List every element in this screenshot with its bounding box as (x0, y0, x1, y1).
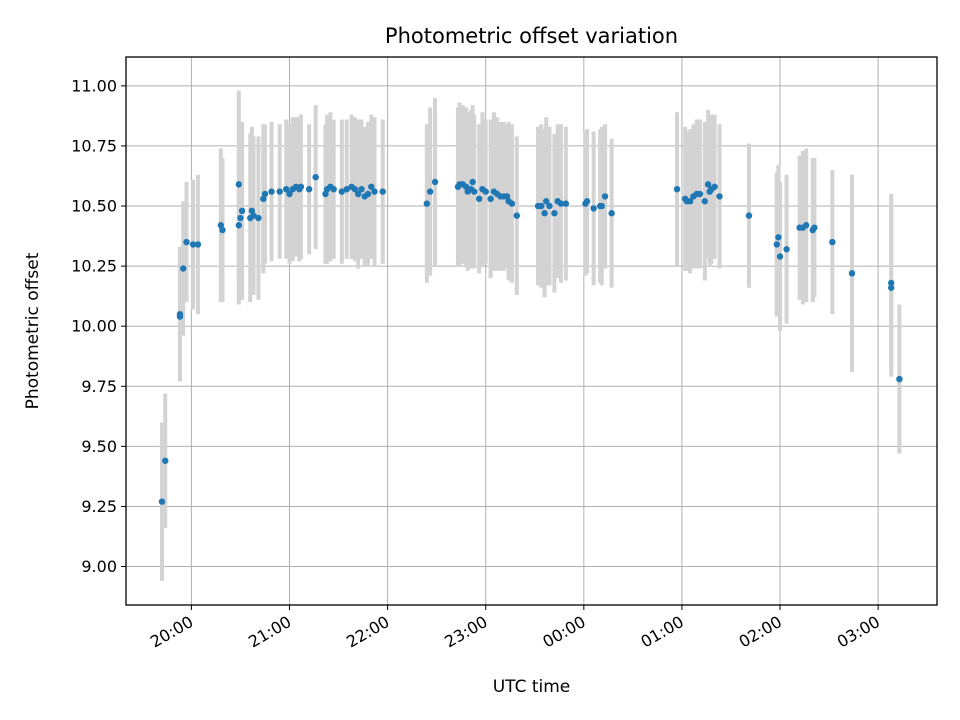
data-point (235, 181, 243, 188)
y-tick-label: 9.50 (81, 437, 117, 456)
data-point (716, 193, 723, 200)
y-tick-label: 10.00 (71, 317, 117, 336)
data-point (312, 173, 319, 181)
data-point (848, 270, 856, 277)
data-point (351, 185, 359, 193)
y-tick-label: 9.75 (81, 377, 117, 396)
data-point (268, 188, 275, 195)
data-point (423, 200, 431, 207)
data-point (235, 222, 243, 229)
grid (126, 57, 937, 605)
data-point (704, 181, 712, 188)
data-point (508, 200, 516, 207)
data-point (541, 210, 548, 217)
data-point (338, 188, 346, 195)
plot-frame (125, 56, 938, 606)
data-point (608, 210, 615, 217)
y-tick-label: 10.50 (71, 197, 117, 216)
data-point (261, 190, 269, 198)
data-point (217, 222, 225, 229)
data-point (888, 279, 895, 287)
y-tick-label: 9.00 (81, 557, 117, 576)
y-axis-ticks: 9.00 9.25 9.50 9.75 10.00 10.25 10.50 10.75 11.0… (71, 76, 126, 576)
data-point (475, 195, 483, 203)
data-point (562, 200, 570, 207)
data-point (283, 185, 290, 193)
data-point (696, 190, 704, 198)
data-point (194, 241, 202, 248)
data-point (551, 210, 558, 217)
data-point (431, 178, 439, 186)
data-point (482, 188, 489, 195)
data-point (601, 193, 609, 200)
data-point (426, 188, 434, 195)
data-point (276, 188, 283, 195)
data-point (583, 198, 591, 205)
data-point (745, 212, 753, 219)
y-tick-label: 10.25 (71, 257, 117, 276)
data-point (322, 190, 329, 198)
data-point (503, 193, 511, 200)
data-point (255, 214, 262, 222)
data-point (471, 188, 478, 195)
data-point (538, 202, 545, 210)
data-point (487, 195, 494, 203)
data-point (330, 185, 337, 193)
data-point (543, 198, 550, 205)
data-points (158, 173, 903, 505)
data-point (811, 224, 818, 231)
y-tick-label: 10.75 (71, 136, 117, 155)
data-point (358, 185, 365, 193)
data-point (343, 185, 350, 193)
data-point (260, 195, 267, 203)
data-point (513, 212, 520, 219)
data-point (829, 238, 836, 246)
x-axis-label: UTC time (493, 677, 571, 697)
data-point (557, 200, 565, 207)
data-point (462, 183, 470, 190)
data-point (238, 207, 246, 215)
data-point (162, 457, 169, 464)
data-point (686, 198, 694, 205)
data-point (248, 207, 256, 215)
data-point (183, 238, 190, 246)
data-point (896, 375, 903, 383)
data-point (189, 241, 197, 248)
data-point (286, 190, 293, 198)
data-point (250, 212, 257, 219)
data-point (368, 183, 375, 190)
y-axis-label: Photometric offset (23, 252, 43, 409)
data-point (364, 190, 372, 198)
data-point (354, 190, 362, 198)
chart-title: Photometric offset variation (385, 24, 678, 48)
data-point (775, 234, 782, 241)
data-point (305, 185, 313, 193)
data-point (590, 205, 597, 212)
data-point (546, 202, 553, 210)
data-point (297, 183, 305, 190)
data-point (773, 241, 780, 248)
data-point (158, 498, 166, 505)
data-point (219, 226, 226, 234)
data-point (180, 265, 187, 272)
data-point (783, 246, 790, 253)
data-point (371, 188, 378, 195)
y-tick-label: 9.25 (81, 497, 117, 516)
y-tick-label: 11.00 (71, 76, 117, 95)
data-point (888, 284, 895, 291)
data-point (711, 183, 718, 190)
data-point (673, 185, 681, 193)
data-point (802, 222, 810, 229)
data-point (598, 202, 606, 210)
data-point (237, 214, 244, 222)
data-point (701, 198, 709, 205)
data-point (469, 178, 476, 186)
data-point (176, 313, 184, 320)
data-point (776, 253, 784, 260)
data-point (379, 188, 386, 195)
